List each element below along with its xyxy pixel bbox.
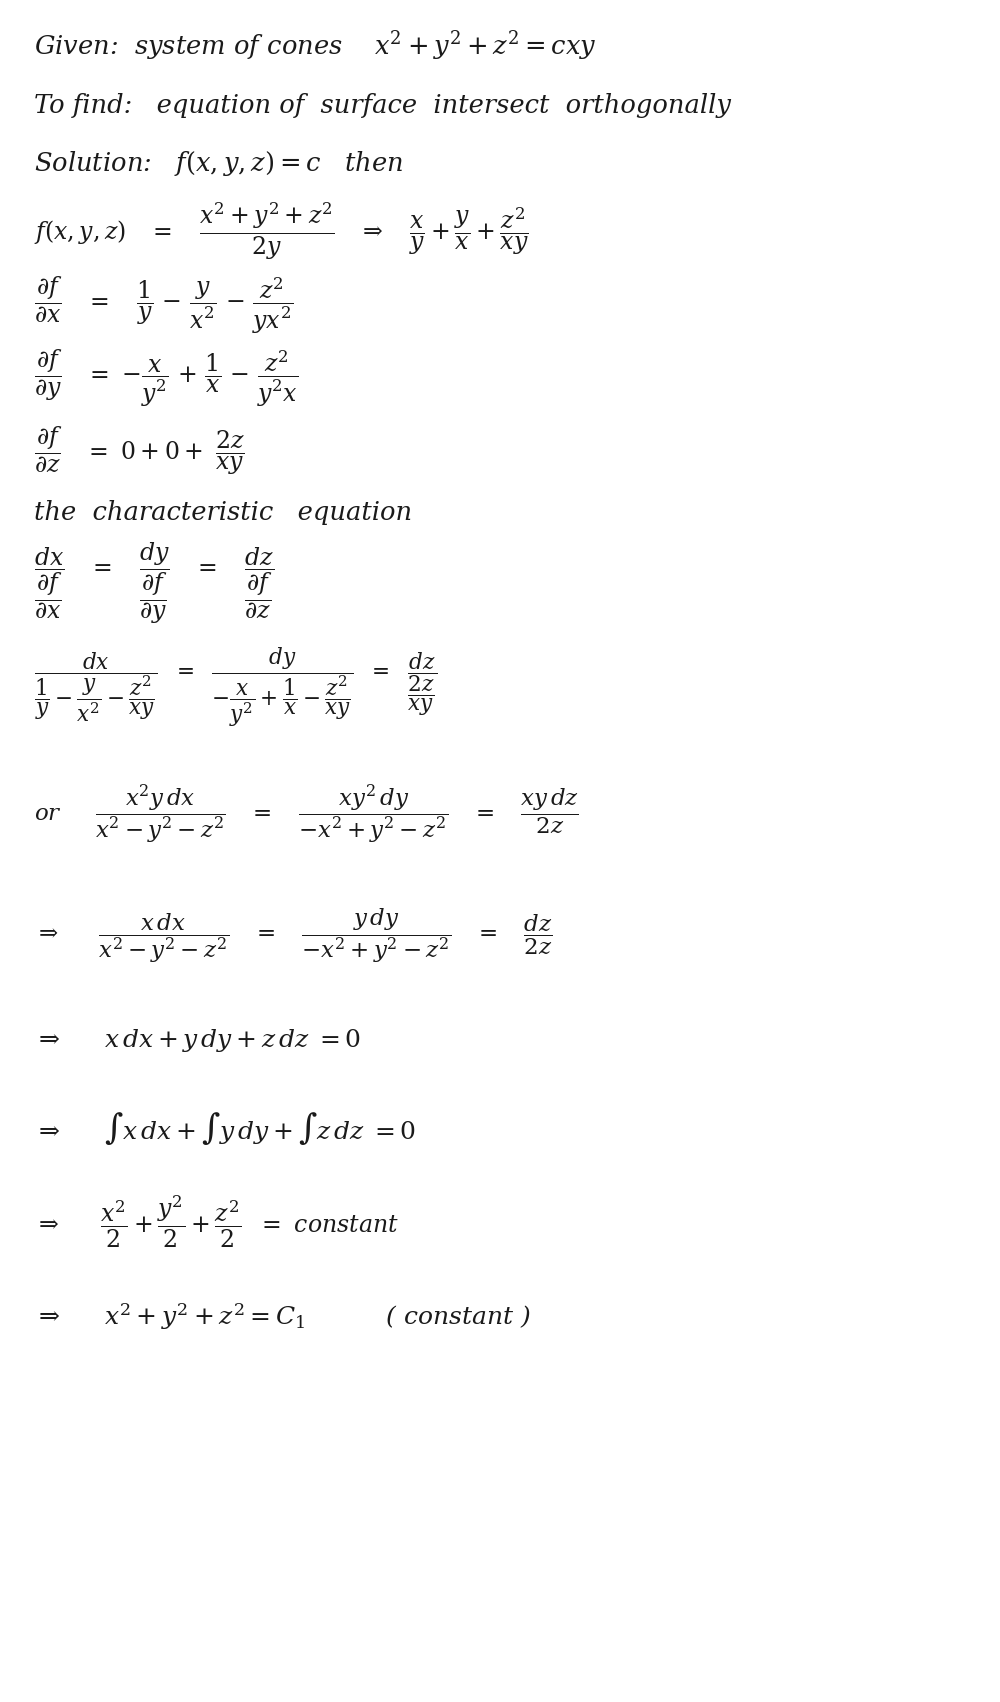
Text: $\dfrac{\partial f}{\partial z}$   $=$ $0+0+$ $\dfrac{2z}{xy}$: $\dfrac{\partial f}{\partial z}$ $=$ $0+… bbox=[34, 426, 245, 478]
Text: $\Rightarrow$     $\int x\,dx+\int y\,dy+\int z\,dz\;=0$: $\Rightarrow$ $\int x\,dx+\int y\,dy+\in… bbox=[34, 1110, 416, 1147]
Text: Solution:   $f(x,y,z) = c$   then: Solution: $f(x,y,z) = c$ then bbox=[34, 148, 403, 179]
Text: $\dfrac{dx}{\dfrac{1}{y}-\dfrac{y}{x^2}-\dfrac{z^2}{xy}}$  $=$  $\dfrac{dy}{-\df: $\dfrac{dx}{\dfrac{1}{y}-\dfrac{y}{x^2}-… bbox=[34, 645, 437, 728]
Text: Given:  system of cones    $x^2+y^2+z^2 = cxy$: Given: system of cones $x^2+y^2+z^2 = cx… bbox=[34, 29, 597, 63]
Text: $\dfrac{\partial f}{\partial x}$   $=$   $\dfrac{1}{y}$ $-$ $\dfrac{y}{x^2}$ $-$: $\dfrac{\partial f}{\partial x}$ $=$ $\d… bbox=[34, 276, 293, 337]
Text: To find:   equation of  surface  intersect  orthogonally: To find: equation of surface intersect o… bbox=[34, 94, 731, 117]
Text: the  characteristic   equation: the characteristic equation bbox=[34, 500, 412, 524]
Text: $\dfrac{\partial f}{\partial y}$   $=$ $-\dfrac{x}{y^2}$ $+$ $\dfrac{1}{x}$ $-$ : $\dfrac{\partial f}{\partial y}$ $=$ $-\… bbox=[34, 347, 298, 408]
Text: $f(x,y,z)$   $=$   $\dfrac{x^2+y^2+z^2}{2y}$   $\Rightarrow$   $\dfrac{x}{y}+\df: $f(x,y,z)$ $=$ $\dfrac{x^2+y^2+z^2}{2y}$… bbox=[34, 201, 529, 262]
Text: $\dfrac{dx}{\dfrac{\partial f}{\partial x}}$   $=$   $\dfrac{dy}{\dfrac{\partial: $\dfrac{dx}{\dfrac{\partial f}{\partial … bbox=[34, 541, 274, 626]
Text: $\Rightarrow$     $x^2+y^2+z^2 = C_1$          ( constant ): $\Rightarrow$ $x^2+y^2+z^2 = C_1$ ( cons… bbox=[34, 1302, 531, 1333]
Text: $\Rightarrow$     $\dfrac{x\,dx}{x^2-y^2-z^2}$   $=$   $\dfrac{y\,dy}{-x^2+y^2-z: $\Rightarrow$ $\dfrac{x\,dx}{x^2-y^2-z^2… bbox=[34, 907, 552, 965]
Text: or     $\dfrac{x^2y\,dx}{x^2-y^2-z^2}$   $=$   $\dfrac{xy^2\,dy}{-x^2+y^2-z^2}$ : or $\dfrac{x^2y\,dx}{x^2-y^2-z^2}$ $=$ $… bbox=[34, 783, 579, 844]
Text: $\Rightarrow$     $\dfrac{x^2}{2}+\dfrac{y^2}{2}+\dfrac{z^2}{2}$  $=$ constant: $\Rightarrow$ $\dfrac{x^2}{2}+\dfrac{y^2… bbox=[34, 1193, 399, 1249]
Text: $\Rightarrow$     $x\,dx+y\,dy+z\,dz\;=0$: $\Rightarrow$ $x\,dx+y\,dy+z\,dz\;=0$ bbox=[34, 1028, 361, 1054]
